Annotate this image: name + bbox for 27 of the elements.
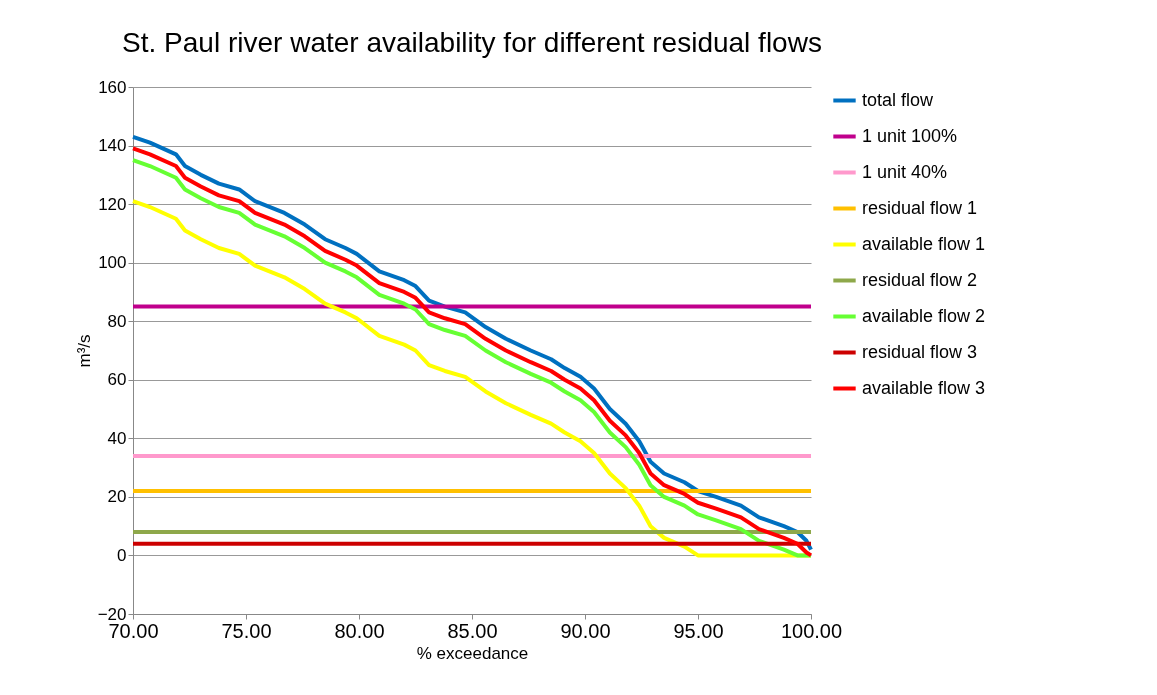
chart-title: St. Paul river water availability for different residual flows [122, 27, 822, 58]
y-tick-label: 40 [107, 428, 127, 448]
x-tick-label: 90.00 [560, 619, 611, 642]
legend-label: 1 unit 40% [862, 161, 948, 182]
y-tick-label: 100 [98, 253, 127, 273]
legend-label: available flow 1 [862, 233, 986, 254]
y-axis-title: m³/s [74, 334, 94, 368]
x-tick-label: 95.00 [673, 619, 724, 642]
legend-label: available flow 2 [862, 305, 986, 326]
y-tick-label: 140 [98, 136, 127, 156]
legend-label: residual flow 1 [862, 197, 978, 218]
legend-label: total flow [862, 89, 935, 110]
y-tick-label: 160 [98, 77, 127, 97]
legend-label: 1 unit 100% [862, 125, 958, 146]
x-tick-label: 100.00 [780, 619, 843, 642]
x-tick-label: 85.00 [447, 619, 498, 642]
y-tick-label: 0 [117, 545, 127, 565]
x-tick-label: 80.00 [334, 619, 385, 642]
legend-label: residual flow 2 [862, 269, 978, 290]
x-axis-title: % exceedance [416, 643, 529, 663]
y-tick-label: 80 [107, 311, 127, 331]
legend-label: residual flow 3 [862, 341, 978, 362]
y-tick-label: 20 [107, 487, 127, 507]
legend-label: available flow 3 [862, 377, 986, 398]
y-tick-label: 120 [98, 194, 127, 214]
y-tick-label: 60 [107, 370, 127, 390]
x-tick-label: 75.00 [221, 619, 272, 642]
